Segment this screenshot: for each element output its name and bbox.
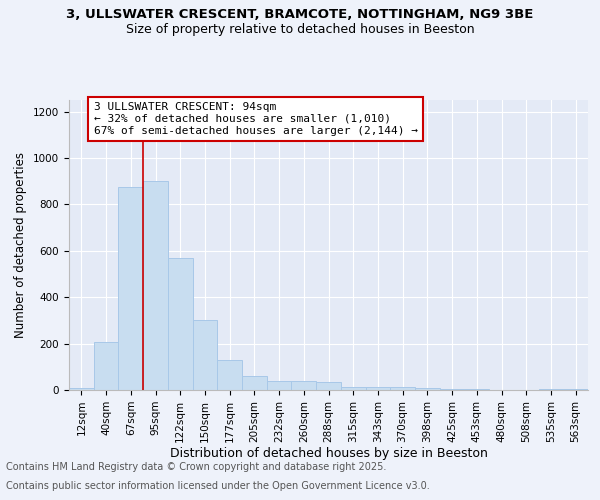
Bar [341,386,365,390]
Bar [440,389,464,390]
Text: Contains public sector information licensed under the Open Government Licence v3: Contains public sector information licen… [6,481,430,491]
Bar [94,342,118,390]
Text: Size of property relative to detached houses in Beeston: Size of property relative to detached ho… [125,22,475,36]
Bar [242,376,267,390]
Bar [365,386,390,390]
Bar [316,382,341,390]
Bar [390,386,415,390]
Text: Contains HM Land Registry data © Crown copyright and database right 2025.: Contains HM Land Registry data © Crown c… [6,462,386,472]
Y-axis label: Number of detached properties: Number of detached properties [14,152,28,338]
Bar [292,380,316,390]
Text: 3, ULLSWATER CRESCENT, BRAMCOTE, NOTTINGHAM, NG9 3BE: 3, ULLSWATER CRESCENT, BRAMCOTE, NOTTING… [67,8,533,20]
Bar [539,389,563,390]
Bar [143,181,168,390]
Bar [217,360,242,390]
Bar [267,380,292,390]
X-axis label: Distribution of detached houses by size in Beeston: Distribution of detached houses by size … [170,448,487,460]
Bar [69,388,94,390]
Bar [193,320,217,390]
Bar [118,187,143,390]
Bar [168,258,193,390]
Bar [415,388,440,390]
Text: 3 ULLSWATER CRESCENT: 94sqm
← 32% of detached houses are smaller (1,010)
67% of : 3 ULLSWATER CRESCENT: 94sqm ← 32% of det… [94,102,418,136]
